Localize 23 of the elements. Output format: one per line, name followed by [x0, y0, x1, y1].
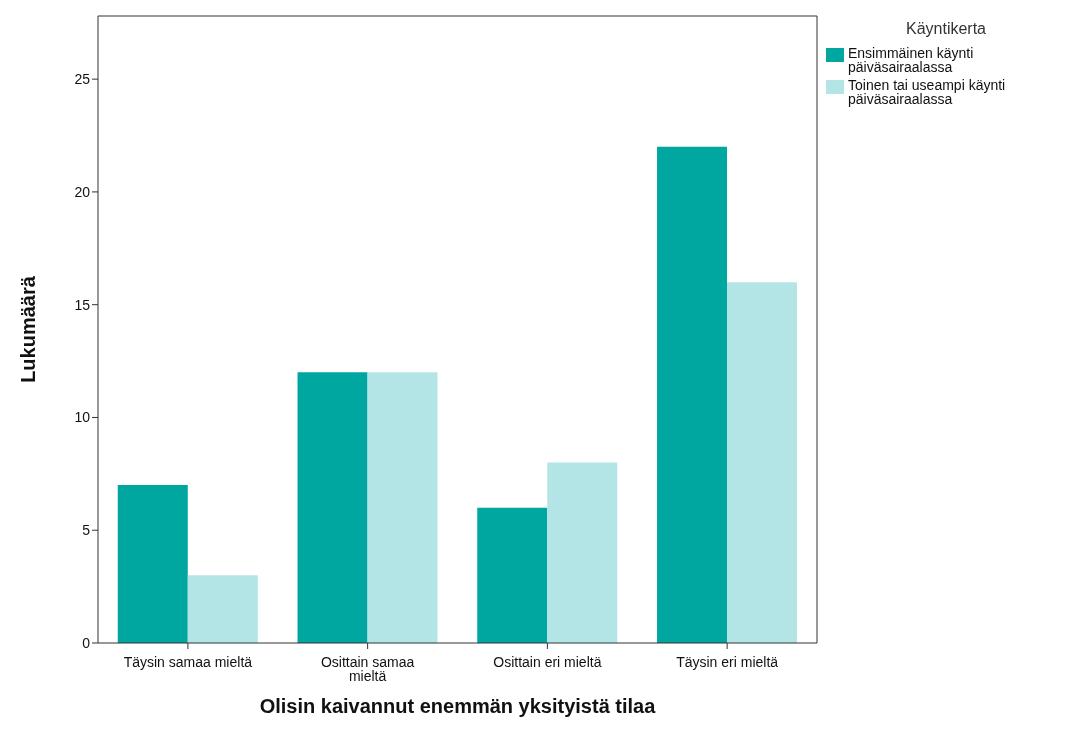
- legend-label: Ensimmäinen käynti päiväsairaalassa: [848, 45, 975, 75]
- x-tick-label: Täysin eri mieltä: [676, 653, 779, 670]
- bar: [547, 462, 618, 643]
- y-tick-label: 15: [74, 296, 91, 313]
- y-tick-label: 0: [82, 634, 91, 651]
- bar: [187, 575, 258, 643]
- legend-title: Käyntikerta: [904, 20, 987, 38]
- x-tick-label: Osittain samaa mieltä: [320, 653, 415, 684]
- y-tick-label: 25: [74, 71, 91, 88]
- x-tick-label: Osittain eri mieltä: [493, 653, 602, 670]
- x-axis-title: Olisin kaivannut enemmän yksityistä tilaa: [259, 695, 657, 717]
- legend-label: Toinen tai useampi käynti päiväsairaalassa: [848, 77, 1007, 107]
- bar: [367, 372, 438, 643]
- bar: [297, 372, 368, 643]
- bar: [727, 282, 798, 643]
- x-tick-label: Täysin samaa mieltä: [123, 653, 253, 670]
- y-tick-label: 20: [74, 183, 91, 200]
- y-axis-title: Lukumäärä: [17, 275, 40, 383]
- bar: [657, 146, 728, 643]
- bar: [117, 485, 188, 643]
- y-tick-label: 10: [74, 409, 91, 426]
- y-tick-label: 5: [82, 522, 91, 539]
- bar: [477, 507, 548, 643]
